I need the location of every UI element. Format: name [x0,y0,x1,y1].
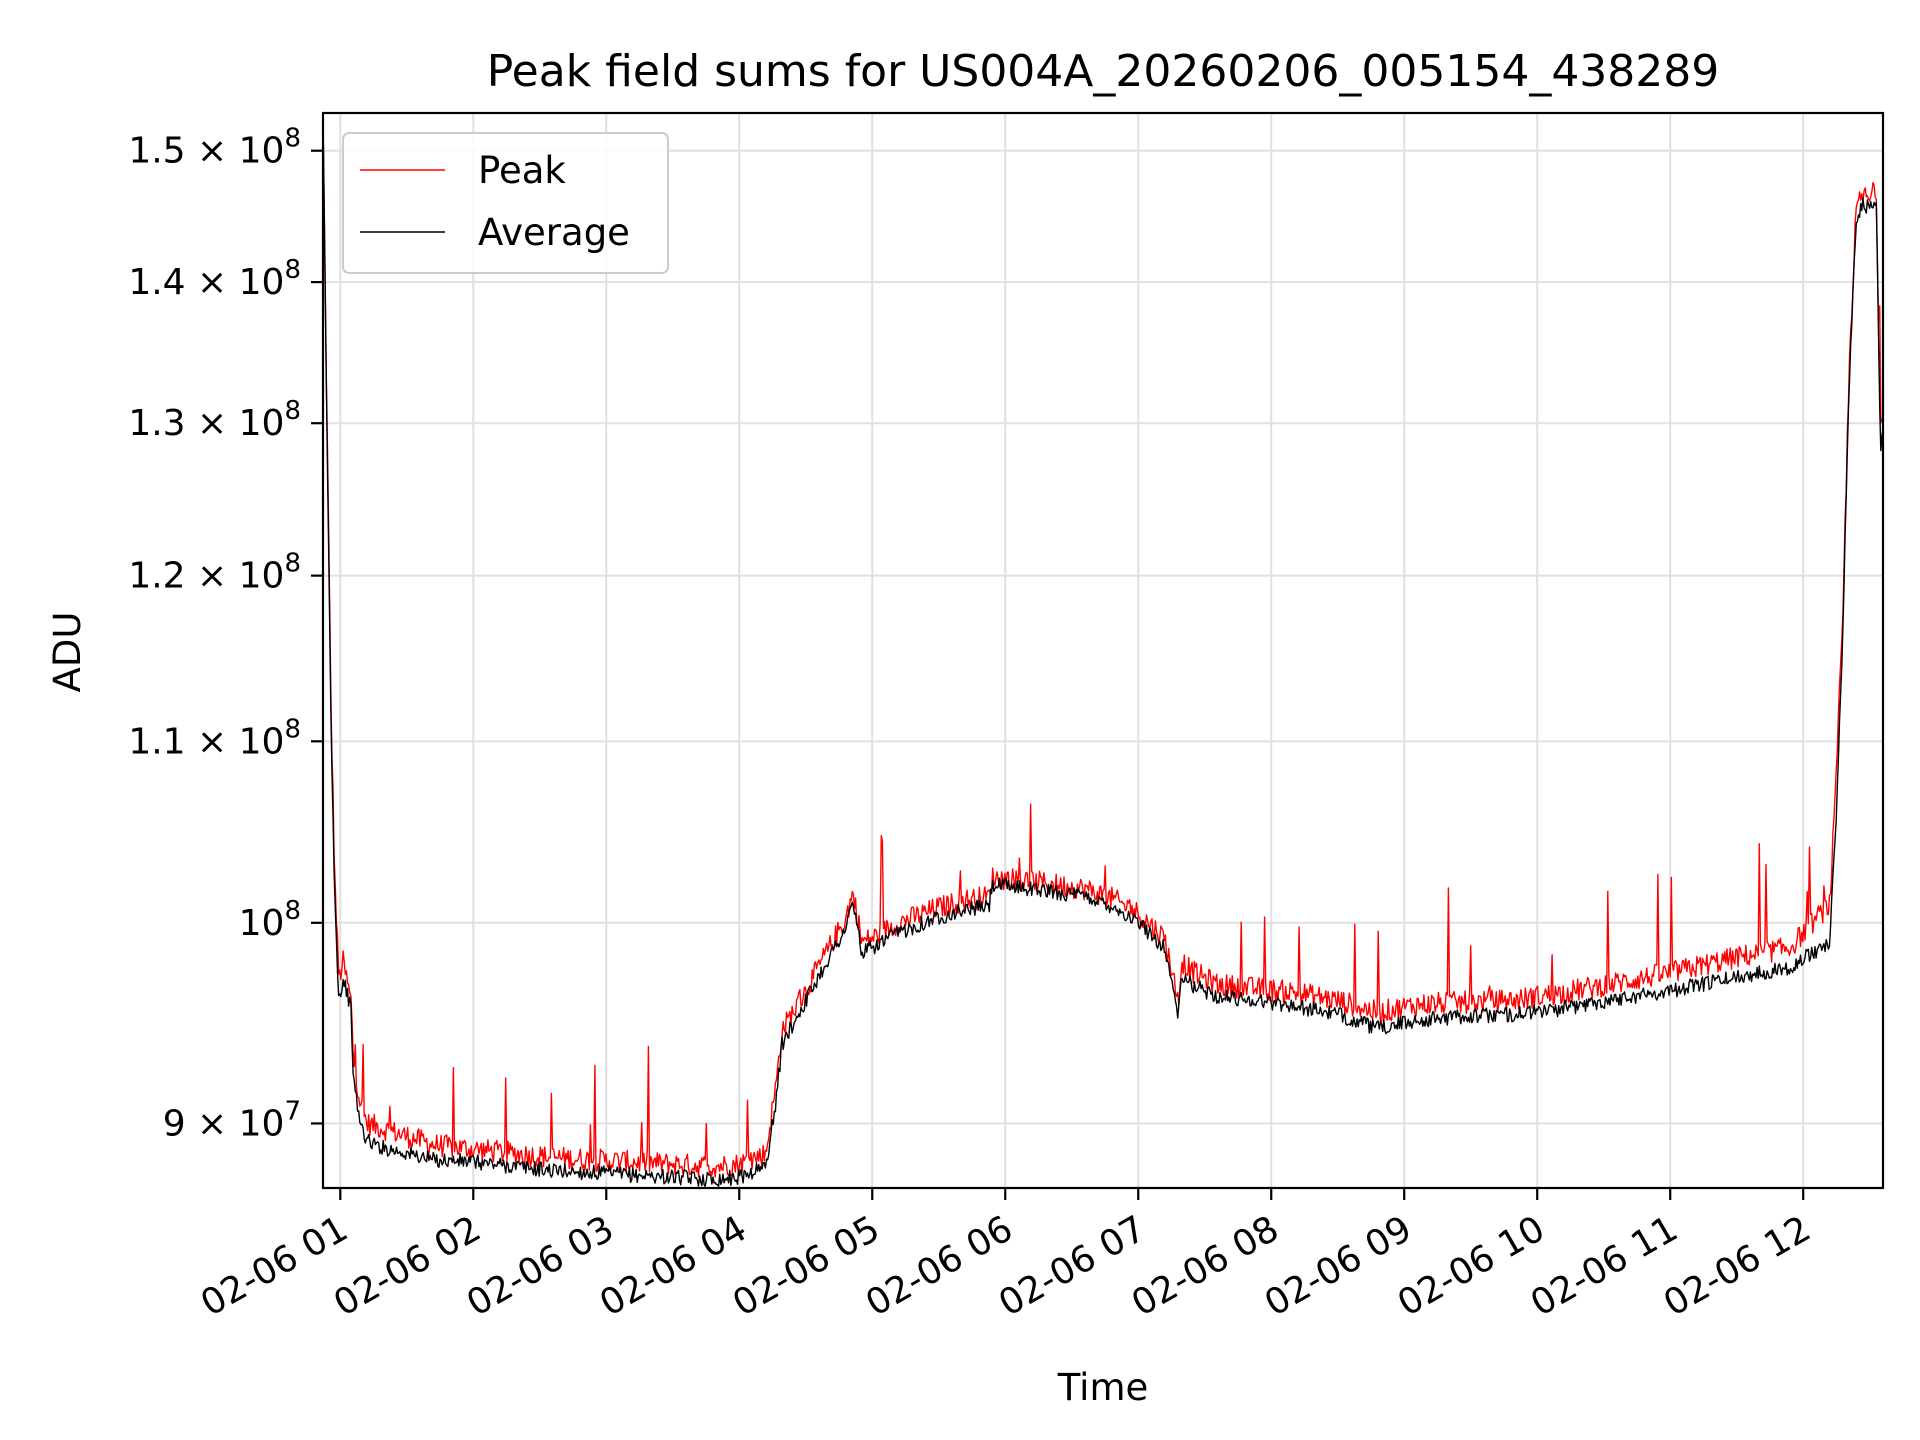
x-axis-label: Time [1057,1366,1149,1409]
legend: Peak Average [342,132,669,274]
x-tick-label: 02-06 07 [992,1208,1153,1324]
series-line-average [323,118,1883,1188]
plot-frame [321,111,1885,1190]
x-tick-label: 02-06 10 [1391,1208,1552,1324]
y-tick-label: 1.3 × 108 [128,396,301,444]
y-tick-label: 1.5 × 108 [128,124,301,172]
x-tick-label: 02-06 02 [327,1208,488,1324]
y-tick-label: 9 × 107 [163,1096,301,1144]
y-tick-label: 1.4 × 108 [128,255,301,303]
y-tick-label: 1.2 × 108 [128,549,301,597]
legend-box [342,132,669,274]
x-tick-label: 02-06 12 [1657,1208,1818,1324]
grid [323,113,1883,1188]
series-line-peak [323,115,1883,1178]
series-layer [323,115,1883,1188]
x-tick-label: 02-06 06 [859,1208,1020,1324]
legend-label-average: Average [478,211,630,254]
y-axis-label: ADU [46,612,89,693]
x-tick-label: 02-06 01 [194,1208,355,1324]
x-tick-label: 02-06 08 [1125,1208,1286,1324]
legend-label-peak: Peak [478,149,566,192]
x-tick-label: 02-06 11 [1524,1208,1685,1324]
y-tick-label: 1.1 × 108 [128,714,301,762]
x-tick-label: 02-06 04 [593,1208,754,1324]
x-tick-label: 02-06 09 [1258,1208,1419,1324]
chart-title: Peak field sums for US004A_20260206_0051… [487,46,1720,97]
y-axis-ticks: 9 × 107 108 1.1 × 108 1.2 × 108 1.3 × 108 1.4… [128,124,323,1144]
x-tick-label: 02-06 03 [460,1208,621,1324]
y-tick-label: 108 [239,896,301,944]
x-tick-label: 02-06 05 [726,1208,887,1324]
